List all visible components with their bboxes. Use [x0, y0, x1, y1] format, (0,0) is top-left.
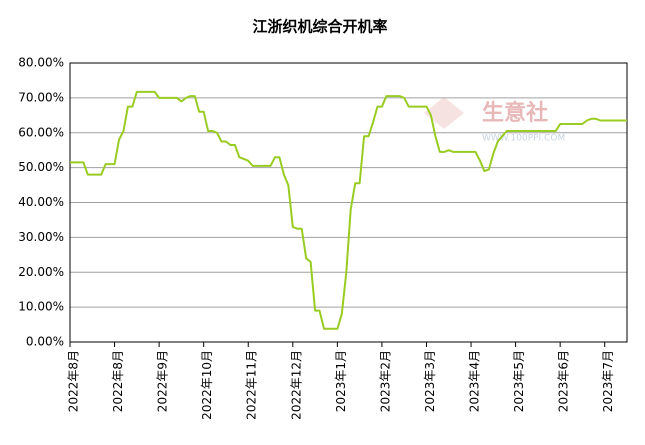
watermark: 生意社 WWW.100PPI.COM [424, 97, 565, 144]
x-tick-label: 2022年12月 [289, 350, 303, 420]
y-tick-label: 10.00% [18, 300, 64, 314]
x-tick-label: 2022年8月 [67, 350, 81, 412]
y-tick-label: 60.00% [18, 125, 64, 139]
x-tick-label: 2023年3月 [423, 350, 437, 412]
y-tick-label: 50.00% [18, 160, 64, 174]
x-tick-label: 2022年8月 [111, 350, 125, 412]
data-line [70, 90, 627, 330]
y-tick-label: 30.00% [18, 230, 64, 244]
y-tick-label: 80.00% [18, 56, 64, 70]
x-tick-label: 2022年11月 [245, 350, 259, 420]
y-tick-label: 0.00% [26, 335, 64, 349]
y-tick-label: 70.00% [18, 90, 64, 104]
y-tick-label: 20.00% [18, 265, 64, 279]
x-tick-label: 2023年2月 [378, 350, 392, 412]
x-tick-label: 2022年10月 [200, 350, 214, 420]
x-tick-label: 2023年5月 [512, 350, 526, 412]
watermark-text: 生意社 [482, 100, 548, 126]
x-tick-label: 2023年7月 [601, 350, 615, 412]
watermark-logo [424, 97, 464, 129]
x-tick-label: 2023年6月 [557, 350, 571, 412]
chart-title: 江浙织机综合开机率 [252, 18, 387, 36]
y-tick-label: 40.00% [18, 195, 64, 209]
watermark-url: WWW.100PPI.COM [482, 134, 565, 144]
plot-frame [69, 62, 628, 343]
x-tick-label: 2023年1月 [334, 350, 348, 412]
x-tick-label: 2022年9月 [156, 350, 170, 412]
x-tick-label: 2023年4月 [468, 350, 482, 412]
